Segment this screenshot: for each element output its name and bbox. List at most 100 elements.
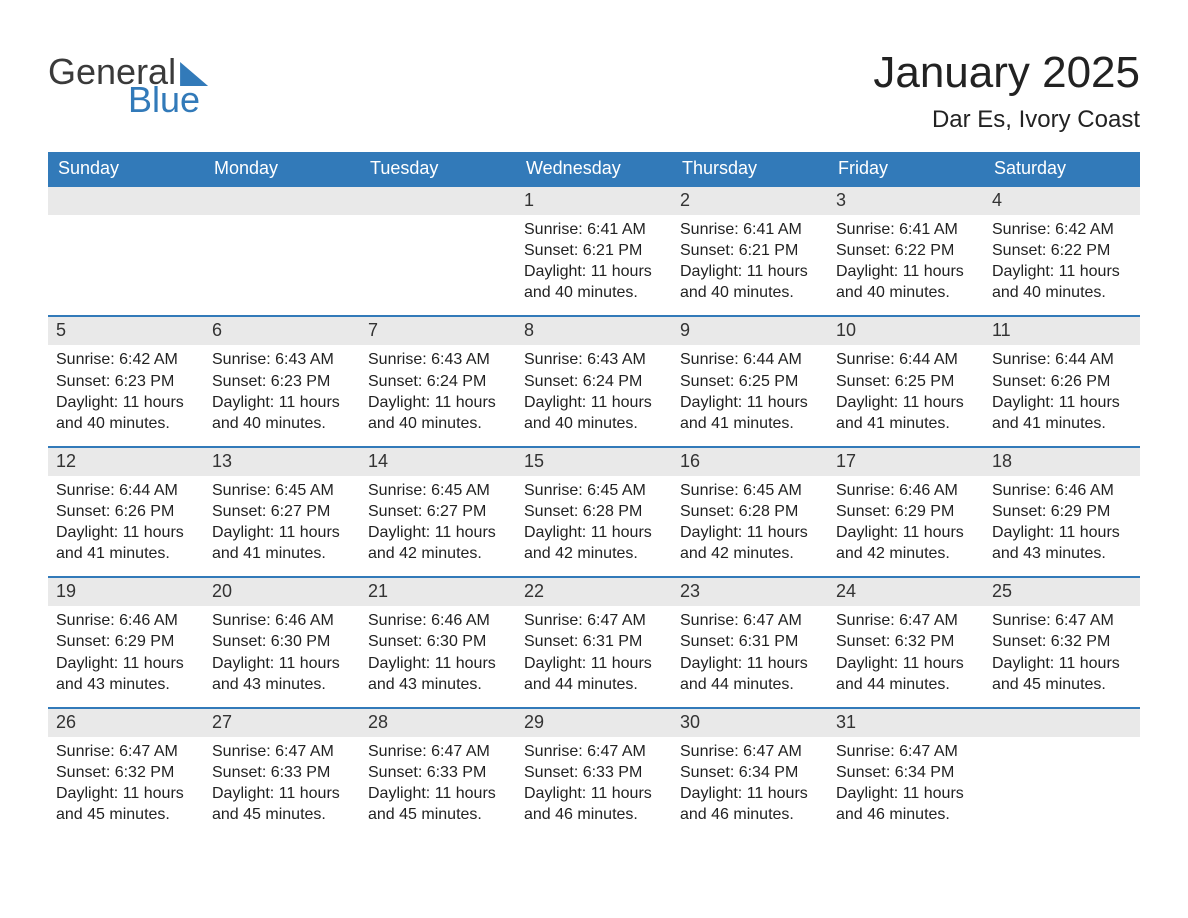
sunrise-line: Sunrise: 6:47 AM <box>680 610 820 631</box>
date-bar: 20 <box>204 578 360 606</box>
cell-body: Sunrise: 6:44 AMSunset: 6:26 PMDaylight:… <box>48 476 204 576</box>
daylight-line: Daylight: 11 hours and 40 minutes. <box>524 261 664 303</box>
sunrise-line: Sunrise: 6:47 AM <box>524 741 664 762</box>
sunset-line: Sunset: 6:24 PM <box>524 371 664 392</box>
sunset-line: Sunset: 6:32 PM <box>56 762 196 783</box>
date-bar: 16 <box>672 448 828 476</box>
sunset-line: Sunset: 6:31 PM <box>680 631 820 652</box>
sunrise-line: Sunrise: 6:41 AM <box>836 219 976 240</box>
daylight-line: Daylight: 11 hours and 42 minutes. <box>368 522 508 564</box>
sunset-line: Sunset: 6:30 PM <box>212 631 352 652</box>
sunrise-line: Sunrise: 6:47 AM <box>212 741 352 762</box>
daylight-line: Daylight: 11 hours and 40 minutes. <box>56 392 196 434</box>
column-header: Friday <box>828 152 984 185</box>
daylight-line: Daylight: 11 hours and 41 minutes. <box>992 392 1132 434</box>
sunrise-line: Sunrise: 6:44 AM <box>680 349 820 370</box>
sunset-line: Sunset: 6:28 PM <box>680 501 820 522</box>
sunrise-line: Sunrise: 6:42 AM <box>992 219 1132 240</box>
sunset-line: Sunset: 6:27 PM <box>368 501 508 522</box>
column-header: Thursday <box>672 152 828 185</box>
calendar-grid: SundayMondayTuesdayWednesdayThursdayFrid… <box>48 152 1140 837</box>
sunrise-line: Sunrise: 6:45 AM <box>524 480 664 501</box>
sunrise-line: Sunrise: 6:47 AM <box>368 741 508 762</box>
date-bar: 12 <box>48 448 204 476</box>
calendar-cell: 3Sunrise: 6:41 AMSunset: 6:22 PMDaylight… <box>828 185 984 315</box>
calendar-cell: 24Sunrise: 6:47 AMSunset: 6:32 PMDayligh… <box>828 576 984 706</box>
sunset-line: Sunset: 6:30 PM <box>368 631 508 652</box>
sunrise-line: Sunrise: 6:46 AM <box>56 610 196 631</box>
calendar-cell: 1Sunrise: 6:41 AMSunset: 6:21 PMDaylight… <box>516 185 672 315</box>
sunset-line: Sunset: 6:34 PM <box>680 762 820 783</box>
calendar-cell: 4Sunrise: 6:42 AMSunset: 6:22 PMDaylight… <box>984 185 1140 315</box>
calendar-cell: 20Sunrise: 6:46 AMSunset: 6:30 PMDayligh… <box>204 576 360 706</box>
sunset-line: Sunset: 6:29 PM <box>56 631 196 652</box>
sunset-line: Sunset: 6:28 PM <box>524 501 664 522</box>
daylight-line: Daylight: 11 hours and 40 minutes. <box>836 261 976 303</box>
daylight-line: Daylight: 11 hours and 44 minutes. <box>680 653 820 695</box>
sunrise-line: Sunrise: 6:47 AM <box>836 741 976 762</box>
sunset-line: Sunset: 6:24 PM <box>368 371 508 392</box>
calendar-cell: 25Sunrise: 6:47 AMSunset: 6:32 PMDayligh… <box>984 576 1140 706</box>
sunrise-line: Sunrise: 6:46 AM <box>836 480 976 501</box>
cell-body: Sunrise: 6:46 AMSunset: 6:30 PMDaylight:… <box>204 606 360 706</box>
calendar-cell: 27Sunrise: 6:47 AMSunset: 6:33 PMDayligh… <box>204 707 360 837</box>
daylight-line: Daylight: 11 hours and 45 minutes. <box>368 783 508 825</box>
daylight-line: Daylight: 11 hours and 40 minutes. <box>212 392 352 434</box>
date-bar: 10 <box>828 317 984 345</box>
date-bar: 4 <box>984 187 1140 215</box>
cell-body: Sunrise: 6:43 AMSunset: 6:24 PMDaylight:… <box>516 345 672 445</box>
daylight-line: Daylight: 11 hours and 42 minutes. <box>836 522 976 564</box>
date-bar: 14 <box>360 448 516 476</box>
calendar-cell: 13Sunrise: 6:45 AMSunset: 6:27 PMDayligh… <box>204 446 360 576</box>
sunrise-line: Sunrise: 6:46 AM <box>212 610 352 631</box>
date-bar: 15 <box>516 448 672 476</box>
cell-body: Sunrise: 6:44 AMSunset: 6:25 PMDaylight:… <box>672 345 828 445</box>
sunset-line: Sunset: 6:21 PM <box>680 240 820 261</box>
cell-body: Sunrise: 6:42 AMSunset: 6:23 PMDaylight:… <box>48 345 204 445</box>
date-bar: 28 <box>360 709 516 737</box>
date-bar <box>48 187 204 215</box>
cell-body: Sunrise: 6:47 AMSunset: 6:32 PMDaylight:… <box>984 606 1140 706</box>
calendar-cell: 2Sunrise: 6:41 AMSunset: 6:21 PMDaylight… <box>672 185 828 315</box>
cell-body: Sunrise: 6:46 AMSunset: 6:29 PMDaylight:… <box>984 476 1140 576</box>
cell-body: Sunrise: 6:45 AMSunset: 6:27 PMDaylight:… <box>204 476 360 576</box>
daylight-line: Daylight: 11 hours and 43 minutes. <box>56 653 196 695</box>
location-subtitle: Dar Es, Ivory Coast <box>873 106 1140 134</box>
cell-body: Sunrise: 6:47 AMSunset: 6:33 PMDaylight:… <box>204 737 360 837</box>
cell-body: Sunrise: 6:43 AMSunset: 6:24 PMDaylight:… <box>360 345 516 445</box>
date-bar: 24 <box>828 578 984 606</box>
sunset-line: Sunset: 6:32 PM <box>992 631 1132 652</box>
date-bar: 9 <box>672 317 828 345</box>
calendar-cell: 22Sunrise: 6:47 AMSunset: 6:31 PMDayligh… <box>516 576 672 706</box>
cell-body: Sunrise: 6:44 AMSunset: 6:26 PMDaylight:… <box>984 345 1140 445</box>
calendar-cell <box>204 185 360 315</box>
sunset-line: Sunset: 6:26 PM <box>992 371 1132 392</box>
sunset-line: Sunset: 6:33 PM <box>212 762 352 783</box>
sunrise-line: Sunrise: 6:41 AM <box>524 219 664 240</box>
column-header: Monday <box>204 152 360 185</box>
sunset-line: Sunset: 6:26 PM <box>56 501 196 522</box>
calendar-cell: 28Sunrise: 6:47 AMSunset: 6:33 PMDayligh… <box>360 707 516 837</box>
date-bar: 13 <box>204 448 360 476</box>
daylight-line: Daylight: 11 hours and 45 minutes. <box>992 653 1132 695</box>
cell-body: Sunrise: 6:45 AMSunset: 6:28 PMDaylight:… <box>672 476 828 576</box>
cell-body: Sunrise: 6:47 AMSunset: 6:33 PMDaylight:… <box>360 737 516 837</box>
cell-body: Sunrise: 6:47 AMSunset: 6:31 PMDaylight:… <box>516 606 672 706</box>
calendar-cell: 5Sunrise: 6:42 AMSunset: 6:23 PMDaylight… <box>48 315 204 445</box>
sunset-line: Sunset: 6:23 PM <box>56 371 196 392</box>
calendar-cell: 17Sunrise: 6:46 AMSunset: 6:29 PMDayligh… <box>828 446 984 576</box>
daylight-line: Daylight: 11 hours and 41 minutes. <box>56 522 196 564</box>
sunset-line: Sunset: 6:25 PM <box>680 371 820 392</box>
month-title: January 2025 <box>873 48 1140 98</box>
sunrise-line: Sunrise: 6:44 AM <box>836 349 976 370</box>
date-bar: 21 <box>360 578 516 606</box>
cell-body: Sunrise: 6:45 AMSunset: 6:27 PMDaylight:… <box>360 476 516 576</box>
date-bar: 5 <box>48 317 204 345</box>
sunset-line: Sunset: 6:29 PM <box>836 501 976 522</box>
daylight-line: Daylight: 11 hours and 40 minutes. <box>992 261 1132 303</box>
daylight-line: Daylight: 11 hours and 41 minutes. <box>836 392 976 434</box>
calendar-page: General Blue January 2025 Dar Es, Ivory … <box>0 0 1188 918</box>
calendar-cell: 10Sunrise: 6:44 AMSunset: 6:25 PMDayligh… <box>828 315 984 445</box>
date-bar: 27 <box>204 709 360 737</box>
date-bar: 11 <box>984 317 1140 345</box>
